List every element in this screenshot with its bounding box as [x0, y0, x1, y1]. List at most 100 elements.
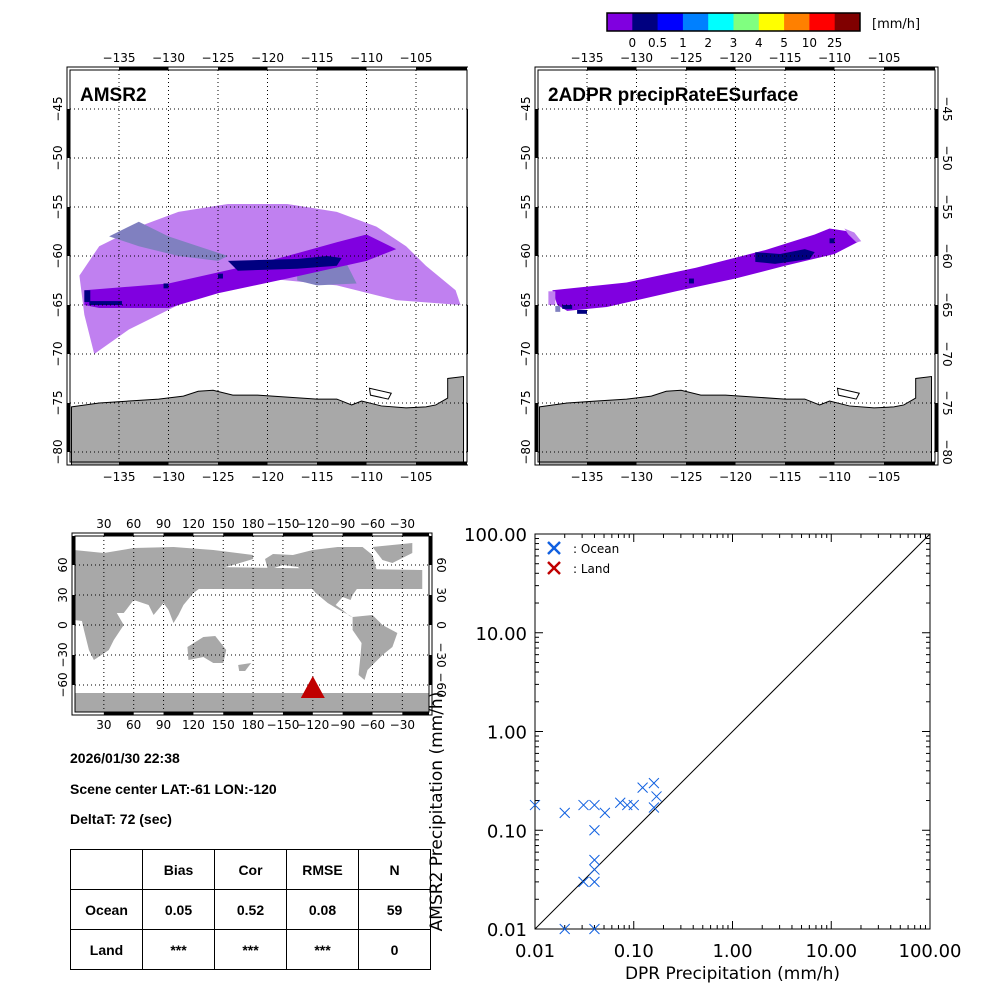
lon-tick-label-top: −90: [330, 517, 355, 531]
lon-tick-label-top: −120: [719, 51, 752, 65]
lon-tick-label-bottom: 30: [96, 718, 111, 732]
colorbar-frame: [606, 12, 861, 32]
frame-bar: [884, 67, 935, 70]
lat-tick-label-left: −75: [519, 390, 533, 415]
antarctica-land: [70, 375, 465, 482]
lon-tick-label-bottom: −120: [719, 470, 752, 484]
table-cell: 0: [358, 929, 431, 970]
lon-tick-label-bottom: 150: [212, 718, 235, 732]
frame-bar: [223, 533, 254, 536]
scatter-point: [589, 824, 600, 836]
lat-tick-label-left: −50: [51, 145, 65, 170]
lon-tick-label-bottom: −125: [202, 470, 235, 484]
scatter-point-stroke: [578, 799, 589, 811]
table-cell: Land: [70, 929, 143, 970]
lon-tick-label-bottom: −105: [400, 470, 433, 484]
lon-tick-label-top: 120: [182, 517, 205, 531]
map-margin: [40, 510, 75, 740]
table-cell: 59: [358, 889, 431, 930]
lat-tick-label-right: −75: [940, 390, 954, 415]
lat-tick-label-left: −70: [51, 341, 65, 366]
table-cell: Ocean: [70, 889, 143, 930]
legend-label: : Ocean: [573, 542, 619, 556]
map-margin: [468, 40, 538, 490]
ice-shelf-outline: [836, 387, 860, 400]
scatter-point: [589, 799, 600, 811]
continent-south-america: [352, 615, 398, 680]
frame-bar: [535, 109, 538, 158]
scatter-point: [637, 782, 648, 794]
table-row: Land *** *** *** 0: [70, 929, 431, 970]
y-tick-label: 0.01: [487, 920, 527, 941]
lat-tick-label-left: −55: [51, 194, 65, 219]
scatter-point: [599, 807, 611, 819]
lon-tick-label-top: 90: [156, 517, 171, 531]
scatter-point: [614, 797, 626, 809]
lon-tick-label-top: −135: [103, 51, 136, 65]
map-margin: [429, 510, 460, 740]
lat-tick-label-right: −65: [940, 292, 954, 317]
scatter-point: [559, 807, 571, 819]
lon-tick-label-top: −110: [818, 51, 851, 65]
legend-marker-icon: [547, 561, 561, 575]
dpr-map-panel: −135 −135 −130 −130 −125 −125 −120 −120 −115 −115…: [468, 40, 968, 490]
lon-tick-label-bottom: 120: [182, 718, 205, 732]
lon-tick-label-top: −125: [670, 51, 703, 65]
lon-tick-label-bottom: −30: [390, 718, 415, 732]
map-frame-inner: [69, 69, 468, 463]
lon-tick-label-top: −110: [350, 51, 383, 65]
antarctica-land: [538, 375, 933, 482]
frame-bar: [342, 533, 373, 536]
lon-tick-label-top: −115: [769, 51, 802, 65]
lon-tick-label-top: −130: [620, 51, 653, 65]
lon-tick-label-top: −30: [390, 517, 415, 531]
scene-location-marker-icon: [300, 676, 325, 698]
frame-bar: [429, 655, 432, 685]
scatter-point: [651, 791, 662, 802]
lon-tick-label-bottom: −130: [620, 470, 653, 484]
frame-bar: [119, 67, 169, 70]
scatter-point-stroke: [578, 876, 589, 888]
lon-tick-label-bottom: −120: [251, 470, 284, 484]
x-tick-label: 10.00: [805, 941, 857, 962]
table-header-cell: RMSE: [286, 849, 359, 890]
continent-australia: [187, 636, 227, 663]
precip-pixel: [555, 305, 561, 312]
dpr-rain-swath: [552, 228, 860, 311]
y-tick-label: 0.10: [487, 821, 527, 842]
lat-tick-label-left: −70: [519, 341, 533, 366]
y-tick-label: 1.00: [487, 723, 527, 744]
map-margin: [468, 465, 968, 490]
scatter-point-stroke: [637, 782, 648, 794]
lon-tick-label-bottom: 90: [156, 718, 171, 732]
frame-bar: [416, 67, 467, 70]
lon-tick-label-bottom: 60: [126, 718, 141, 732]
table-cell: ***: [214, 929, 287, 970]
lon-tick-label-bottom: −110: [818, 470, 851, 484]
lon-tick-label-bottom: −150: [266, 718, 299, 732]
frame-bar: [218, 462, 268, 465]
frame-bar: [282, 533, 313, 536]
statistics-table: Bias Cor RMSE N Ocean 0.05 0.52 0.08 59 …: [70, 849, 431, 970]
lon-tick-label-bottom: −110: [350, 470, 383, 484]
lat-tick-label-right: 0: [434, 621, 448, 629]
lon-tick-label-bottom: −135: [103, 470, 136, 484]
scatter-point-stroke: [651, 791, 662, 802]
table-cell: 0.05: [142, 889, 215, 930]
legend-label: : Land: [573, 562, 610, 576]
dpr-outer-edge: [844, 228, 862, 243]
lat-tick-label-right: −55: [940, 194, 954, 219]
frame-bar: [884, 462, 935, 465]
frame-bar: [342, 712, 373, 715]
one-to-one-line: [534, 533, 931, 930]
map-title: AMSR2: [80, 85, 147, 106]
colorbar-tick-label: 2: [704, 36, 712, 50]
y-axis-label: AMSR2 Precipitation (mm/h): [427, 692, 447, 932]
lon-tick-label-bottom: −115: [301, 470, 334, 484]
frame-bar: [402, 712, 429, 715]
lat-tick-label-right: −50: [940, 145, 954, 170]
colorbar-tick-label: 0: [628, 36, 636, 50]
colorbar-swatch: [708, 13, 734, 31]
scatter-point-stroke: [589, 854, 600, 866]
lat-tick-label-left: −60: [51, 243, 65, 268]
